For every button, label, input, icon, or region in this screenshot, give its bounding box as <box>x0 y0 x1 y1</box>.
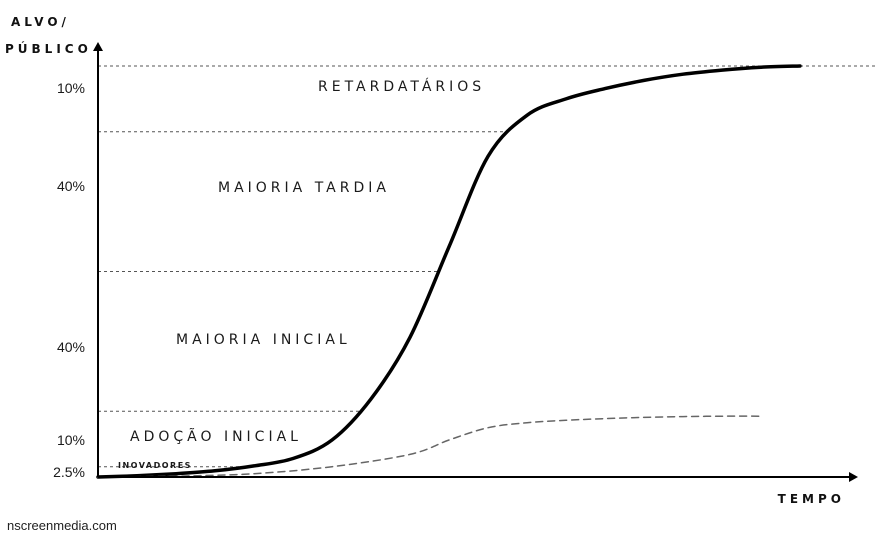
segment-label-maioria-inicial: MAIORIA INICIAL <box>176 332 351 348</box>
adoption-curve <box>96 64 802 479</box>
segment-boundaries <box>98 65 878 468</box>
x-axis-title: TEMPO <box>778 492 845 506</box>
y-axis-title-line-2: PÚBLICO <box>5 41 92 56</box>
y-tick-label-3: 40% <box>57 339 85 355</box>
series-layer <box>96 64 802 479</box>
y-axis-arrow <box>93 42 103 51</box>
segment-label-maioria-tardia: MAIORIA TARDIA <box>218 180 390 196</box>
y-axis-title-line-1: ALVO/ <box>11 15 70 29</box>
segment-label-retardat-rios: RETARDATÁRIOS <box>318 78 485 95</box>
labels-layer: ALVO/PÚBLICO TEMPO 2.5% 10% 40% 40% 10% INOVADO… <box>5 15 845 533</box>
y-tick-label-5: 10% <box>57 80 85 96</box>
y-tick-label-2: 10% <box>57 432 85 448</box>
x-axis-arrow <box>849 472 858 482</box>
comparison-curve-dashed <box>97 415 762 478</box>
segment-label-inovadores: INOVADORES <box>118 461 192 470</box>
y-tick-label-4: 40% <box>57 178 85 194</box>
axes <box>93 42 858 482</box>
segment-label-ado-o-inicial: ADOÇÃO INICIAL <box>130 428 302 445</box>
source-credit: nscreenmedia.com <box>7 518 117 533</box>
y-tick-label-1: 2.5% <box>53 464 85 480</box>
